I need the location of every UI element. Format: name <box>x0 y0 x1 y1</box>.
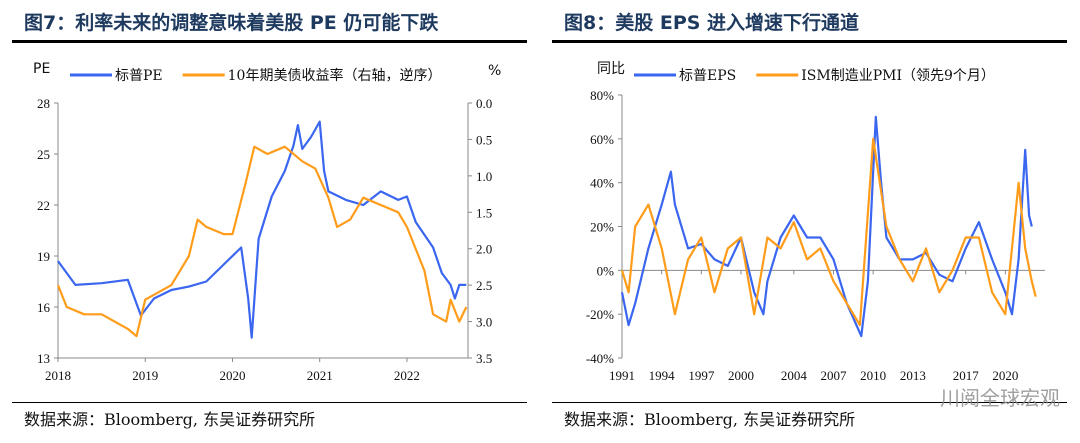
x-tick-label: 2000 <box>728 368 754 383</box>
footer-rule <box>552 402 1067 403</box>
y-tick-label: 80% <box>590 88 614 103</box>
series-line-1 <box>56 145 468 338</box>
series-line-1 <box>620 137 1037 327</box>
figure-8-title: 图8：美股 EPS 进入增速下行通道 <box>564 12 860 34</box>
watermark: 川阅全球宏观 <box>940 386 1060 410</box>
y2-tick-label: 3.5 <box>476 351 492 366</box>
eps-chart: -40% -20% 0% 20% 40% 60% 80% 1991 1994 1997 2000 20… <box>586 61 1045 383</box>
y-tick-label: 19 <box>37 249 50 264</box>
y-tick-label: 22 <box>37 198 50 213</box>
y2-tick-label: 1.5 <box>476 205 492 220</box>
x-tick-label: 1997 <box>688 368 715 383</box>
title-rule <box>552 40 1067 43</box>
y2-tick-label: 1.0 <box>476 169 492 184</box>
y2-axis-label: % <box>488 63 501 79</box>
series-line-0 <box>620 115 1033 338</box>
series-line-0 <box>57 120 467 339</box>
x-tick-label: 2004 <box>781 368 808 383</box>
x-tick-label: 2007 <box>821 368 848 383</box>
figure-8-source: 数据来源：Bloomberg, 东吴证券研究所 <box>564 410 856 429</box>
x-tick-label: 2020 <box>219 368 245 383</box>
pe-chart: 13 16 19 22 25 28 0.0 0.5 1.0 1.5 2.0 2.5 3.0 3.5 2018… <box>33 61 501 383</box>
title-rule <box>12 40 527 43</box>
y-tick-label: 20% <box>590 220 614 235</box>
legend-label: 标普EPS <box>679 68 736 84</box>
legend-label: 10年期美债收益率（右轴，逆序） <box>228 67 442 84</box>
y2-tick-label: 2.0 <box>476 242 492 257</box>
legend-label: 标普PE <box>115 68 163 84</box>
y2-tick-label: 0.5 <box>476 132 492 147</box>
figure-7: 图7：利率未来的调整意味着美股 PE 仍可能下跌 13 16 19 22 25 28 0.0… <box>0 0 527 443</box>
y-tick-label: 60% <box>590 132 614 147</box>
y-axis-label: 同比 <box>597 61 625 77</box>
x-tick-label: 2017 <box>953 368 980 383</box>
figure-8: 图8：美股 EPS 进入增速下行通道 -40% -20% 0% 20% 40% 60% 80… <box>540 0 1067 443</box>
y-tick-label: -20% <box>586 307 614 322</box>
y-tick-label: 28 <box>37 96 50 111</box>
y2-tick-label: 3.0 <box>476 315 492 330</box>
y-tick-label: 25 <box>37 147 50 162</box>
legend-label: ISM制造业PMI（领先9个月） <box>801 68 995 84</box>
y2-tick-label: 0.0 <box>476 96 492 111</box>
x-tick-label: 2019 <box>132 368 158 383</box>
x-tick-label: 2021 <box>307 368 333 383</box>
x-tick-label: 2013 <box>900 368 926 383</box>
x-tick-label: 2020 <box>992 368 1018 383</box>
x-tick-label: 2022 <box>394 368 420 383</box>
y-tick-label: 13 <box>37 351 50 366</box>
y-tick-label: 16 <box>37 300 51 315</box>
x-tick-label: 1994 <box>649 368 676 383</box>
footer-rule <box>12 402 527 403</box>
figure-7-source: 数据来源：Bloomberg, 东吴证券研究所 <box>24 410 316 429</box>
y-tick-label: 0% <box>597 263 615 278</box>
y2-tick-label: 2.5 <box>476 278 492 293</box>
y-tick-label: 40% <box>590 176 614 191</box>
x-tick-label: 2018 <box>45 368 71 383</box>
x-tick-label: 1991 <box>609 368 635 383</box>
x-tick-label: 2010 <box>860 368 886 383</box>
figure-7-title: 图7：利率未来的调整意味着美股 PE 仍可能下跌 <box>24 12 439 34</box>
y-tick-label: -40% <box>586 351 614 366</box>
y-axis-label: PE <box>33 61 50 77</box>
